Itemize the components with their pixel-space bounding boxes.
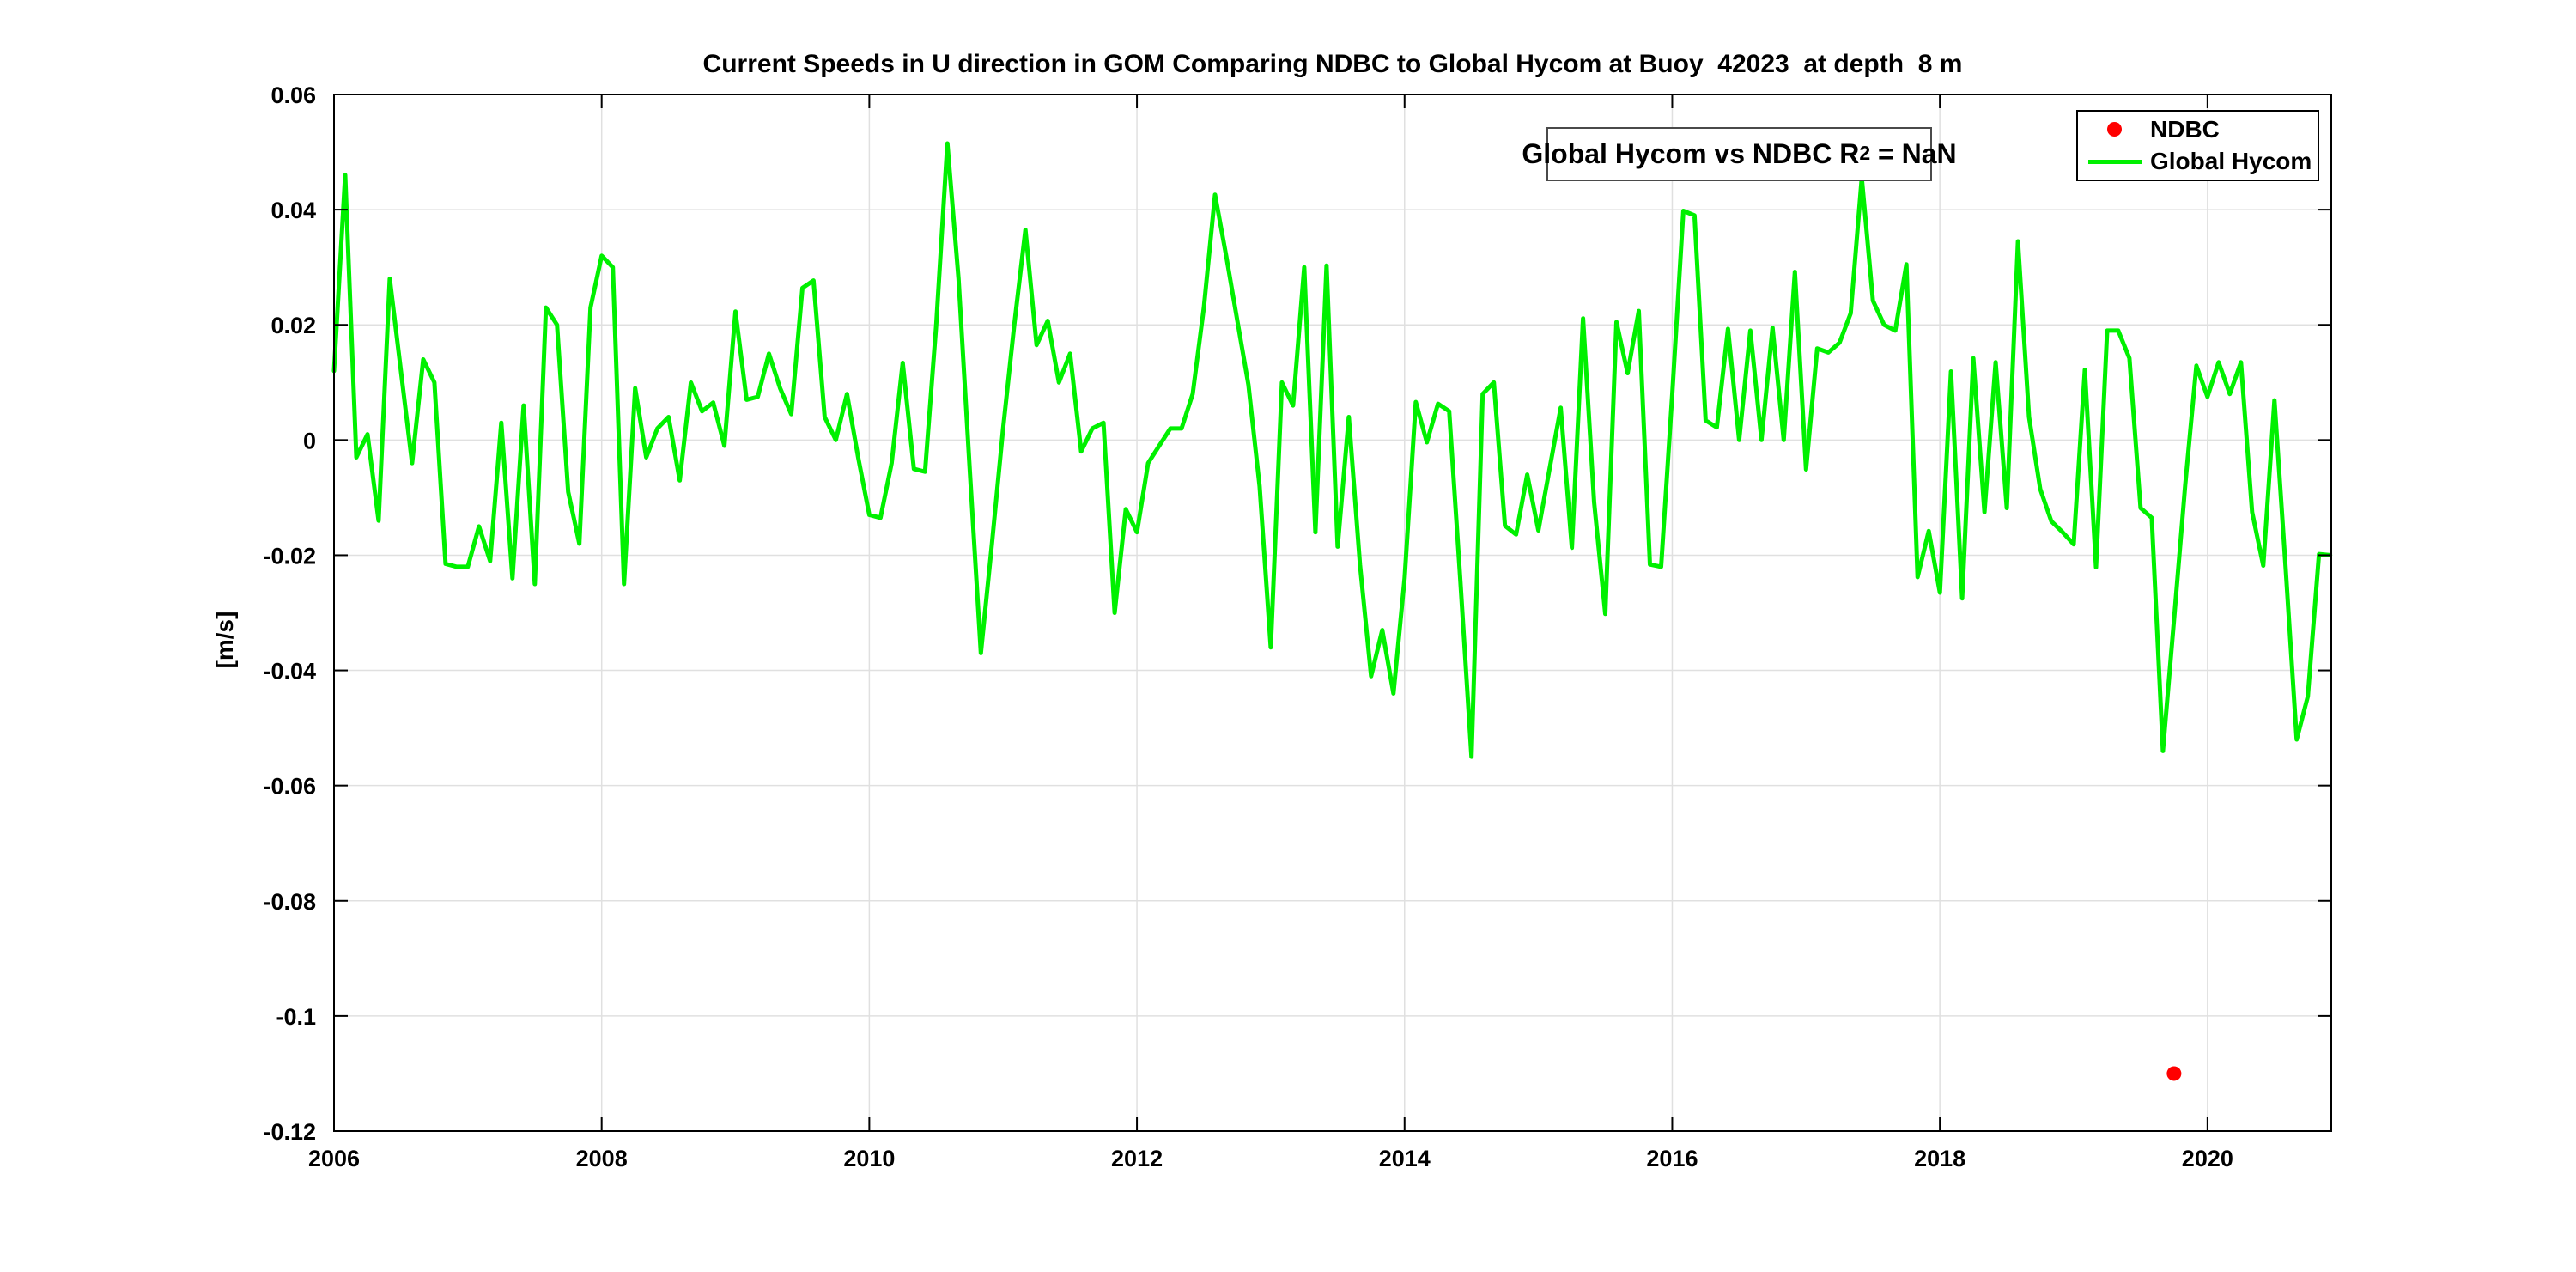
axes-box (333, 94, 2332, 1132)
y-tick-label: -0.1 (276, 1004, 316, 1030)
y-tick-label: -0.08 (263, 889, 316, 915)
y-tick-label: 0.06 (270, 82, 316, 108)
y-tick-label: 0 (303, 428, 316, 453)
legend-item-global-hycom: Global Hycom (2086, 146, 2318, 178)
y-tick-label: -0.02 (263, 543, 316, 569)
x-tick-label: 2014 (1379, 1146, 1431, 1172)
annotation-text-tail: = NaN (1870, 138, 1957, 169)
x-tick-label: 2020 (2182, 1146, 2233, 1172)
annotation-text: Global Hycom vs NDBC R (1522, 138, 1860, 169)
y-tick-label: -0.06 (263, 774, 316, 800)
x-tick-label: 2018 (1914, 1146, 1965, 1172)
x-tick-label: 2016 (1646, 1146, 1698, 1172)
legend-label-global-hycom: Global Hycom (2150, 148, 2312, 175)
y-tick-label: -0.04 (263, 659, 316, 685)
ndbc-dot-icon (2107, 122, 2122, 137)
legend-marker-cell (2086, 122, 2143, 137)
chart-title: Current Speeds in U direction in GOM Com… (702, 50, 1963, 78)
y-tick-label: 0.02 (270, 313, 316, 338)
legend: NDBC Global Hycom (2076, 110, 2319, 181)
y-tick-label: 0.04 (270, 198, 316, 223)
x-tick-label: 2008 (576, 1146, 628, 1172)
global-hycom-line-icon (2087, 159, 2142, 164)
ndbc-data-point (2166, 1066, 2182, 1081)
y-axis-label: [m/s] (211, 611, 238, 669)
x-tick-label: 2010 (843, 1146, 895, 1172)
global-hycom-series-line (331, 141, 2333, 759)
legend-item-ndbc: NDBC (2086, 113, 2318, 145)
x-tick-label: 2006 (308, 1146, 360, 1172)
y-tick-label: -0.12 (263, 1119, 316, 1145)
legend-marker-cell (2086, 159, 2143, 164)
legend-label-ndbc: NDBC (2150, 115, 2220, 143)
x-tick-label: 2012 (1111, 1146, 1163, 1172)
